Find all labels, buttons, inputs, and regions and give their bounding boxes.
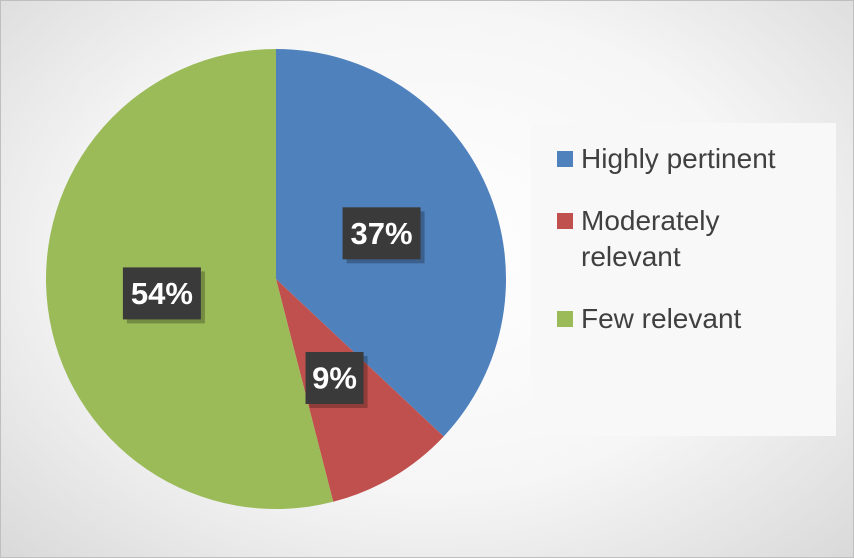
data-label-box [342, 207, 421, 260]
data-label: 37% [351, 216, 413, 251]
legend-swatch [557, 311, 573, 327]
legend-label: Highly pertinent [581, 143, 776, 174]
legend-swatch [557, 213, 573, 229]
data-label-box [305, 351, 364, 404]
legend-swatch [557, 151, 573, 167]
data-label: 54% [131, 276, 193, 311]
legend-entry: Highly pertinent [557, 141, 807, 177]
legend-entry: Few relevant [557, 301, 807, 337]
legend-label: Moderately relevant [581, 205, 720, 272]
data-label-box [122, 267, 201, 320]
data-label: 9% [312, 360, 357, 395]
legend-label: Few relevant [581, 303, 742, 334]
legend-entry: Moderately relevant [557, 203, 807, 275]
legend: Highly pertinent Moderately relevant Few r… [531, 123, 836, 436]
